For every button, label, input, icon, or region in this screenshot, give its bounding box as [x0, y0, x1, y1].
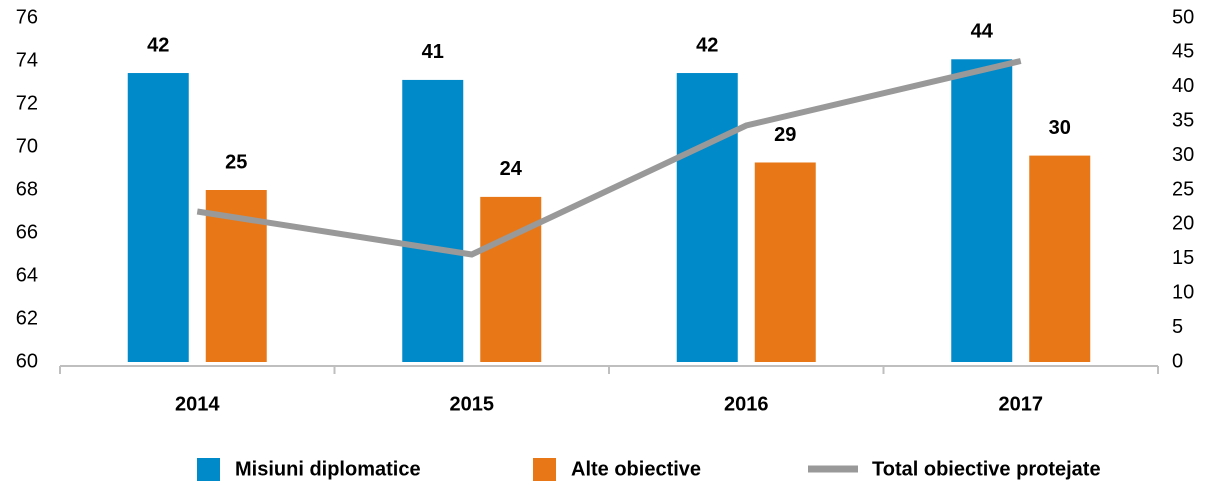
y-tick-label: 76 — [16, 6, 38, 28]
bar — [127, 73, 189, 362]
y2-tick-label: 40 — [1172, 75, 1194, 97]
line — [196, 58, 1022, 258]
y-tick-label: 64 — [16, 264, 38, 286]
data-label: 42 — [147, 34, 169, 56]
x-tick-label: 2017 — [999, 393, 1044, 415]
data-label: 25 — [225, 151, 247, 173]
legend-label: Total obiective protejate — [872, 458, 1101, 480]
y-tick-label: 60 — [16, 350, 38, 372]
data-label: 30 — [1049, 117, 1071, 139]
x-tick-label: 2016 — [724, 393, 769, 415]
legend-label: Alte obiective — [571, 458, 701, 480]
legend-label: Misiuni diplomatice — [235, 458, 421, 480]
bar — [676, 73, 738, 362]
y-tick-label: 62 — [16, 307, 38, 329]
y2-tick-label: 35 — [1172, 109, 1194, 131]
y2-tick-label: 15 — [1172, 247, 1194, 269]
y-tick-label: 72 — [16, 92, 38, 114]
y2-tick-label: 50 — [1172, 6, 1194, 28]
legend-swatch — [197, 458, 220, 481]
data-label: 44 — [971, 21, 994, 43]
y-tick-label: 66 — [16, 221, 38, 243]
bar — [1029, 155, 1091, 362]
y-tick-label: 74 — [16, 49, 38, 71]
y2-tick-label: 20 — [1172, 213, 1194, 235]
x-tick-label: 2014 — [175, 393, 220, 415]
data-label: 29 — [774, 124, 796, 146]
data-label: 41 — [422, 41, 444, 63]
y2-tick-label: 5 — [1172, 316, 1183, 338]
legend-swatch — [533, 458, 556, 481]
bar — [402, 79, 464, 363]
y-tick-label: 70 — [16, 135, 38, 157]
y2-tick-label: 10 — [1172, 281, 1194, 303]
y-tick-label: 68 — [16, 178, 38, 200]
y2-tick-label: 45 — [1172, 41, 1194, 63]
x-tick-label: 2015 — [450, 393, 495, 415]
y2-tick-label: 0 — [1172, 350, 1183, 372]
data-label: 42 — [696, 34, 718, 56]
y2-tick-label: 30 — [1172, 144, 1194, 166]
bar — [951, 59, 1013, 362]
data-label: 24 — [500, 158, 523, 180]
bar — [480, 196, 542, 362]
bar — [754, 162, 816, 362]
y2-tick-label: 25 — [1172, 178, 1194, 200]
